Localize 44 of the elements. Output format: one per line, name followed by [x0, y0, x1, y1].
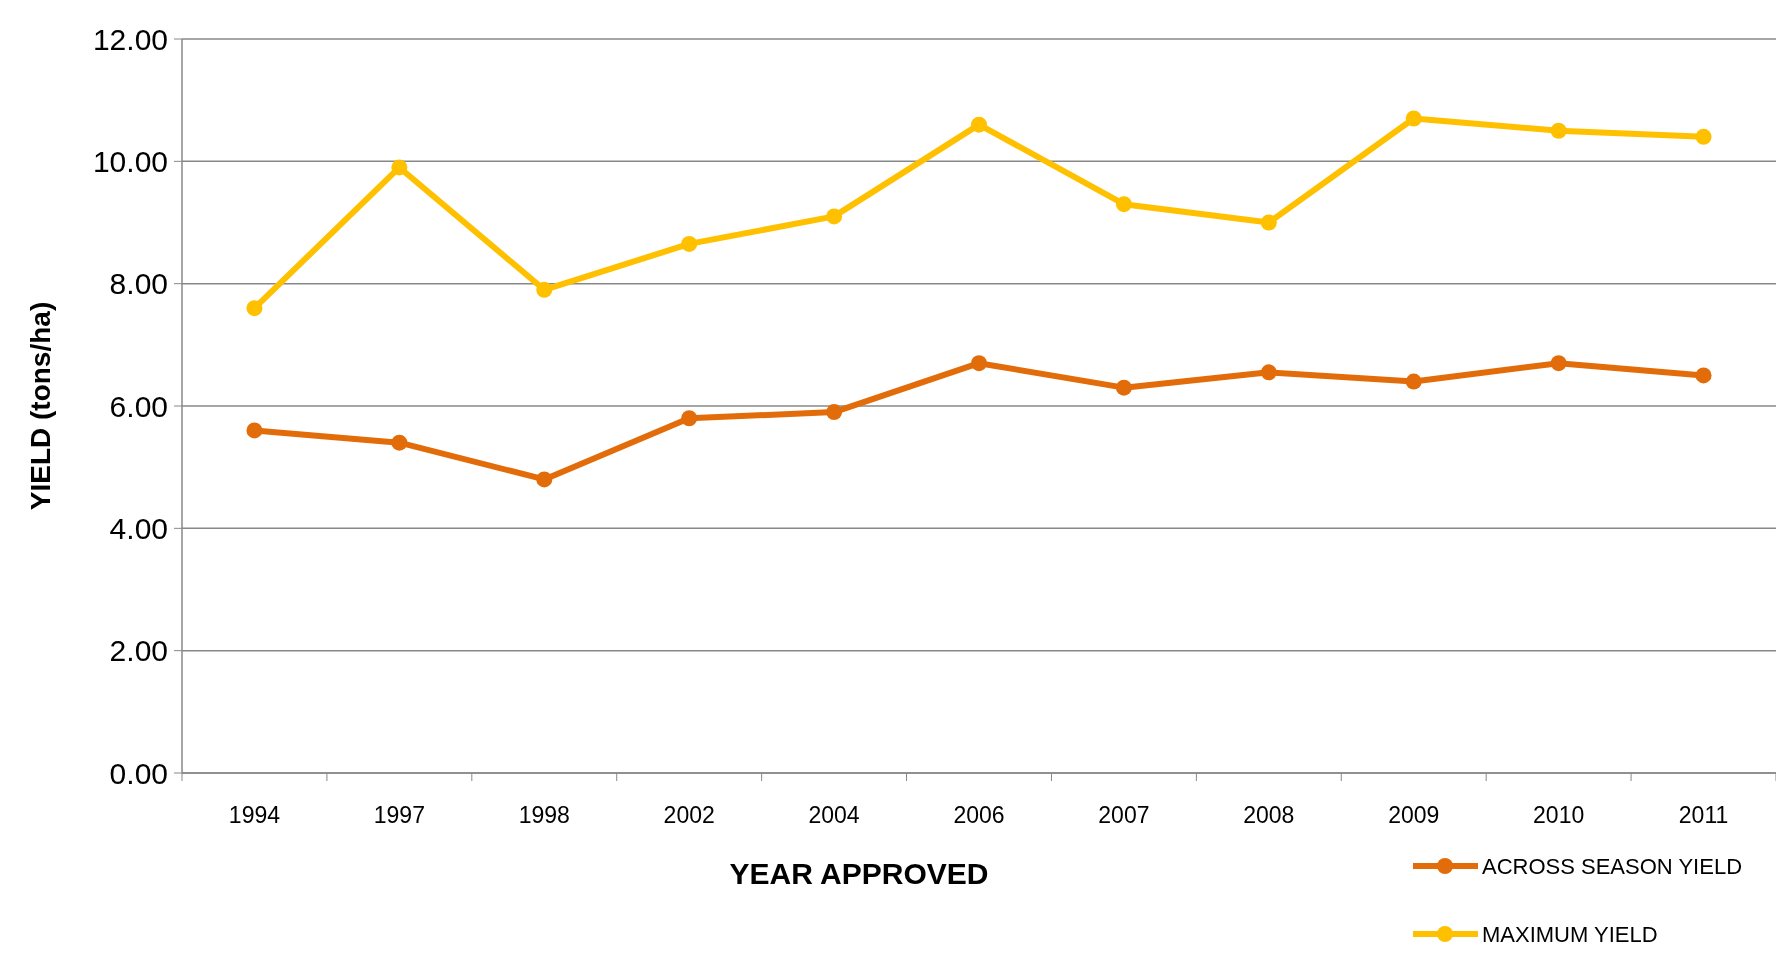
legend-label: ACROSS SEASON YIELD [1482, 853, 1743, 879]
point [681, 410, 698, 427]
point [1550, 122, 1567, 139]
x-tick-label: 2007 [1098, 802, 1150, 828]
point [681, 235, 698, 252]
point [536, 471, 553, 488]
point [391, 159, 408, 176]
point [971, 355, 987, 372]
point [391, 434, 408, 451]
x-tick-label: 2011 [1678, 802, 1729, 828]
y-tick-label: 2.00 [109, 634, 168, 668]
x-tick-label: 2004 [808, 802, 860, 828]
point [1695, 367, 1712, 384]
legend-label: MAXIMUM YIELD [1482, 921, 1658, 947]
y-axis-title: YIELD (tons/ha) [25, 301, 56, 511]
point [1405, 373, 1422, 390]
y-tick-label: 0.00 [109, 756, 168, 790]
x-tick-label: 2006 [953, 802, 1005, 828]
point [1260, 364, 1277, 381]
y-tick-label: 12.00 [92, 22, 168, 56]
x-tick-label: 2010 [1533, 802, 1585, 828]
point [246, 300, 263, 317]
x-tick-label: 2008 [1243, 802, 1295, 828]
point [1115, 196, 1132, 213]
y-tick-label: 6.00 [109, 389, 168, 423]
x-tick-label: 1997 [373, 802, 425, 828]
y-tick-label: 8.00 [109, 267, 168, 301]
point [826, 208, 843, 225]
y-tick-label: 10.00 [92, 144, 168, 178]
x-tick-label: 2002 [663, 802, 715, 828]
x-tick-label: 2009 [1388, 802, 1440, 828]
point [1405, 110, 1422, 127]
point [826, 404, 843, 421]
x-tick-label: 1994 [228, 802, 281, 828]
point [536, 281, 553, 298]
x-tick-label: 1998 [518, 802, 570, 828]
point [1115, 379, 1132, 396]
point [1260, 214, 1277, 231]
point [246, 422, 263, 439]
x-axis-title: YEAR APPROVED [729, 857, 989, 890]
point [971, 116, 987, 133]
point [1550, 355, 1567, 372]
y-tick-label: 4.00 [109, 511, 168, 545]
point [1695, 128, 1712, 145]
